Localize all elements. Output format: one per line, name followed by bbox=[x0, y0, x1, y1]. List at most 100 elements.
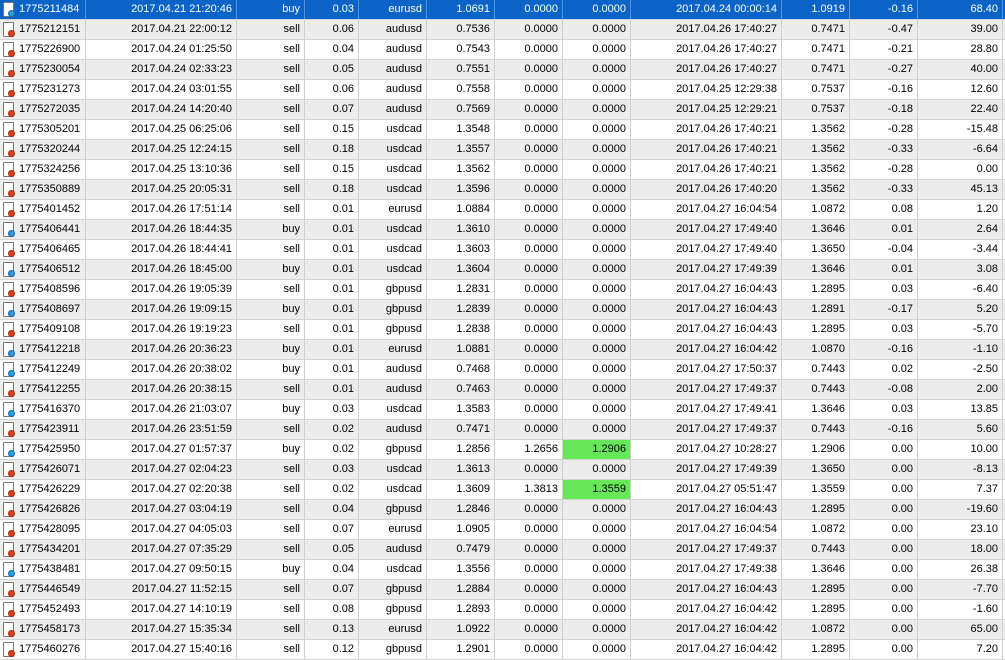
cell-open-price: 1.0691 bbox=[427, 0, 495, 19]
cell-sl: 0.0000 bbox=[495, 620, 563, 639]
table-row[interactable]: 1775320244 2017.04.25 12:24:15 sell 0.18 usd… bbox=[0, 140, 1005, 160]
cell-ticket: 1775324256 bbox=[0, 160, 86, 179]
cell-size: 0.07 bbox=[305, 100, 359, 119]
ticket-number: 1775408697 bbox=[19, 303, 81, 315]
cell-type: sell bbox=[237, 200, 305, 219]
cell-type: sell bbox=[237, 480, 305, 499]
table-row[interactable]: 1775409108 2017.04.26 19:19:23 sell 0.01 gbp… bbox=[0, 320, 1005, 340]
cell-size: 0.15 bbox=[305, 160, 359, 179]
table-row[interactable]: 1775401452 2017.04.26 17:51:14 sell 0.01 eur… bbox=[0, 200, 1005, 220]
ticket-number: 1775423911 bbox=[19, 423, 80, 435]
cell-symbol: usdcad bbox=[359, 180, 427, 199]
cell-open-time: 2017.04.26 18:44:35 bbox=[86, 220, 237, 239]
table-row[interactable]: 1775426071 2017.04.27 02:04:23 sell 0.03 usd… bbox=[0, 460, 1005, 480]
cell-ticket: 1775212151 bbox=[0, 20, 86, 39]
cell-ticket: 1775305201 bbox=[0, 120, 86, 139]
table-row[interactable]: 1775412255 2017.04.26 20:38:15 sell 0.01 aud… bbox=[0, 380, 1005, 400]
cell-ticket: 1775408697 bbox=[0, 300, 86, 319]
cell-close-time: 2017.04.27 17:49:37 bbox=[631, 540, 782, 559]
cell-symbol: usdcad bbox=[359, 480, 427, 499]
cell-open-price: 1.3548 bbox=[427, 120, 495, 139]
cell-swap: 0.02 bbox=[850, 360, 918, 379]
table-row[interactable]: 1775272035 2017.04.24 14:20:40 sell 0.07 aud… bbox=[0, 100, 1005, 120]
table-row[interactable]: 1775428095 2017.04.27 04:05:03 sell 0.07 eur… bbox=[0, 520, 1005, 540]
cell-ticket: 1775412218 bbox=[0, 340, 86, 359]
cell-tp: 0.0000 bbox=[563, 520, 631, 539]
cell-ticket: 1775426826 bbox=[0, 500, 86, 519]
cell-ticket: 1775438481 bbox=[0, 560, 86, 579]
cell-profit: -6.40 bbox=[918, 280, 1003, 299]
table-row[interactable]: 1775305201 2017.04.25 06:25:06 sell 0.15 usd… bbox=[0, 120, 1005, 140]
table-row[interactable]: 1775458173 2017.04.27 15:35:34 sell 0.13 eur… bbox=[0, 620, 1005, 640]
cell-swap: 0.00 bbox=[850, 460, 918, 479]
cell-symbol: audusd bbox=[359, 380, 427, 399]
ticket-number: 1775226900 bbox=[19, 43, 81, 55]
table-row[interactable]: 1775350889 2017.04.25 20:05:31 sell 0.18 usd… bbox=[0, 180, 1005, 200]
table-row[interactable]: 1775425950 2017.04.27 01:57:37 buy 0.02 gbpu… bbox=[0, 440, 1005, 460]
cell-open-time: 2017.04.25 06:25:06 bbox=[86, 120, 237, 139]
cell-swap: 0.01 bbox=[850, 220, 918, 239]
cell-ticket: 1775211484 bbox=[0, 0, 86, 19]
cell-open-price: 1.2884 bbox=[427, 580, 495, 599]
cell-size: 0.01 bbox=[305, 360, 359, 379]
table-row[interactable]: 1775426229 2017.04.27 02:20:38 sell 0.02 usd… bbox=[0, 480, 1005, 500]
cell-swap: -0.18 bbox=[850, 100, 918, 119]
sell-order-icon bbox=[2, 242, 15, 257]
cell-open-time: 2017.04.26 19:05:39 bbox=[86, 280, 237, 299]
cell-profit: -2.50 bbox=[918, 360, 1003, 379]
cell-close-price: 1.0872 bbox=[782, 200, 850, 219]
cell-close-time: 2017.04.25 12:29:38 bbox=[631, 80, 782, 99]
cell-size: 0.06 bbox=[305, 20, 359, 39]
table-row[interactable]: 1775416370 2017.04.26 21:03:07 buy 0.03 usdc… bbox=[0, 400, 1005, 420]
table-row[interactable]: 1775423911 2017.04.26 23:51:59 sell 0.02 aud… bbox=[0, 420, 1005, 440]
table-row[interactable]: 1775406465 2017.04.26 18:44:41 sell 0.01 usd… bbox=[0, 240, 1005, 260]
cell-type: sell bbox=[237, 100, 305, 119]
ticket-number: 1775350889 bbox=[19, 183, 81, 195]
cell-swap: 0.00 bbox=[850, 600, 918, 619]
table-row[interactable]: 1775230054 2017.04.24 02:33:23 sell 0.05 aud… bbox=[0, 60, 1005, 80]
cell-swap: 0.00 bbox=[850, 620, 918, 639]
sell-order-icon bbox=[2, 522, 15, 537]
cell-symbol: eurusd bbox=[359, 200, 427, 219]
cell-close-price: 1.3650 bbox=[782, 240, 850, 259]
table-row[interactable]: 1775412249 2017.04.26 20:38:02 buy 0.01 audu… bbox=[0, 360, 1005, 380]
cell-type: sell bbox=[237, 620, 305, 639]
cell-open-time: 2017.04.27 04:05:03 bbox=[86, 520, 237, 539]
cell-open-time: 2017.04.27 09:50:15 bbox=[86, 560, 237, 579]
cell-profit: 22.40 bbox=[918, 100, 1003, 119]
table-row[interactable]: 1775408697 2017.04.26 19:09:15 buy 0.01 gbpu… bbox=[0, 300, 1005, 320]
table-row[interactable]: 1775406441 2017.04.26 18:44:35 buy 0.01 usdc… bbox=[0, 220, 1005, 240]
table-row[interactable]: 1775438481 2017.04.27 09:50:15 buy 0.04 usdc… bbox=[0, 560, 1005, 580]
cell-symbol: usdcad bbox=[359, 240, 427, 259]
cell-close-price: 1.2895 bbox=[782, 580, 850, 599]
cell-size: 0.02 bbox=[305, 480, 359, 499]
table-row[interactable]: 1775324256 2017.04.25 13:10:36 sell 0.15 usd… bbox=[0, 160, 1005, 180]
table-row[interactable]: 1775412218 2017.04.26 20:36:23 buy 0.01 euru… bbox=[0, 340, 1005, 360]
cell-ticket: 1775446549 bbox=[0, 580, 86, 599]
cell-sl: 0.0000 bbox=[495, 560, 563, 579]
cell-symbol: usdcad bbox=[359, 460, 427, 479]
table-row[interactable]: 1775408596 2017.04.26 19:05:39 sell 0.01 gbp… bbox=[0, 280, 1005, 300]
cell-profit: 40.00 bbox=[918, 60, 1003, 79]
table-row[interactable]: 1775452493 2017.04.27 14:10:19 sell 0.08 gbp… bbox=[0, 600, 1005, 620]
cell-open-time: 2017.04.27 15:40:16 bbox=[86, 640, 237, 659]
table-row[interactable]: 1775446549 2017.04.27 11:52:15 sell 0.07 gbp… bbox=[0, 580, 1005, 600]
table-row[interactable]: 1775231273 2017.04.24 03:01:55 sell 0.06 aud… bbox=[0, 80, 1005, 100]
table-row[interactable]: 1775211484 2017.04.21 21:20:46 buy 0.03 euru… bbox=[0, 0, 1005, 20]
cell-size: 0.18 bbox=[305, 180, 359, 199]
table-row[interactable]: 1775406512 2017.04.26 18:45:00 buy 0.01 usdc… bbox=[0, 260, 1005, 280]
table-row[interactable]: 1775426826 2017.04.27 03:04:19 sell 0.04 gbp… bbox=[0, 500, 1005, 520]
cell-size: 0.01 bbox=[305, 340, 359, 359]
cell-open-time: 2017.04.27 14:10:19 bbox=[86, 600, 237, 619]
table-row[interactable]: 1775460276 2017.04.27 15:40:16 sell 0.12 gbp… bbox=[0, 640, 1005, 660]
cell-ticket: 1775416370 bbox=[0, 400, 86, 419]
table-row[interactable]: 1775212151 2017.04.21 22:00:12 sell 0.06 aud… bbox=[0, 20, 1005, 40]
cell-swap: 0.00 bbox=[850, 560, 918, 579]
sell-order-icon bbox=[2, 602, 15, 617]
table-row[interactable]: 1775434201 2017.04.27 07:35:29 sell 0.05 aud… bbox=[0, 540, 1005, 560]
cell-profit: 1.20 bbox=[918, 200, 1003, 219]
buy-order-icon bbox=[2, 302, 15, 317]
cell-sl: 0.0000 bbox=[495, 500, 563, 519]
table-row[interactable]: 1775226900 2017.04.24 01:25:50 sell 0.04 aud… bbox=[0, 40, 1005, 60]
